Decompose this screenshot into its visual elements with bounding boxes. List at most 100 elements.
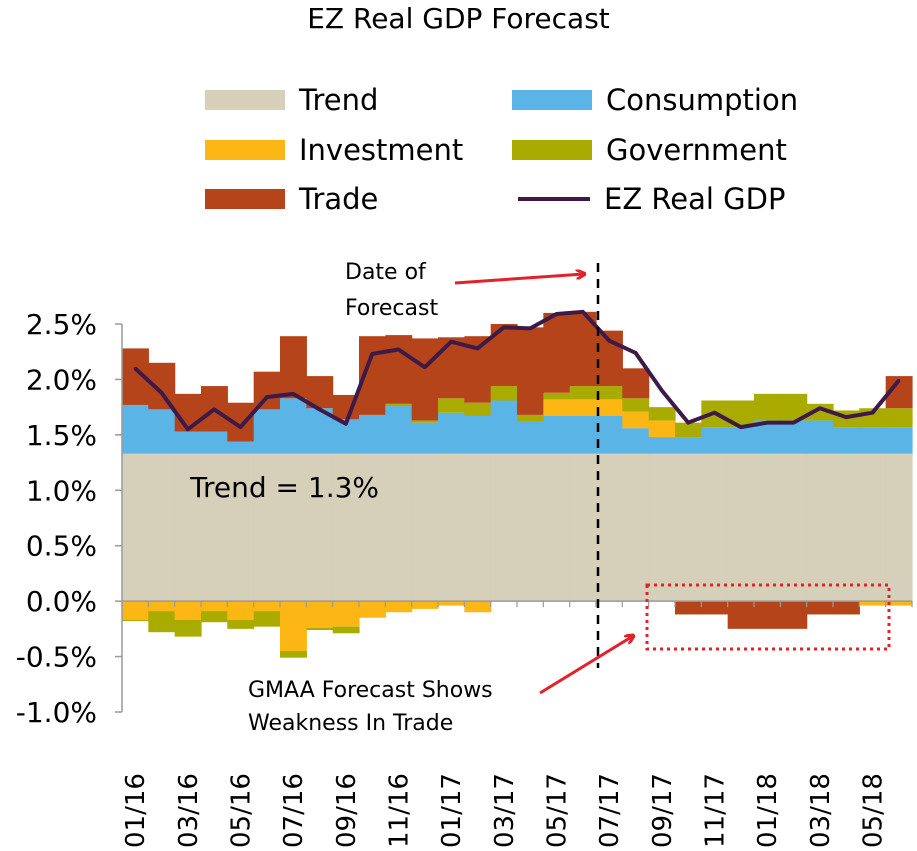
legend-item-trade: Trade — [205, 182, 378, 216]
trend-annotation: Trend = 1.3% — [189, 471, 379, 504]
gdp-point-12-16 — [423, 365, 427, 369]
x-tick-label: 11/17 — [701, 773, 731, 848]
gdp-point-03-17 — [502, 325, 506, 329]
y-tick-label: -1.0% — [16, 696, 97, 729]
bar-government-08-16 — [306, 627, 334, 630]
bar-government-01-18 — [754, 393, 781, 421]
bar-trend-12-16 — [411, 453, 439, 602]
legend-item-consumption: Consumption — [512, 83, 798, 117]
legend-label-government: Government — [606, 133, 787, 167]
bar-trade-07-16 — [280, 336, 307, 399]
y-tick-label: 0.5% — [26, 530, 97, 563]
bar-investment-06-16 — [253, 601, 281, 612]
bar-trend-02-16 — [148, 453, 176, 602]
bar-government-05-16 — [227, 619, 255, 629]
gdp-point-06-17 — [581, 310, 585, 314]
bar-consumption-11-16 — [385, 406, 413, 454]
bar-consumption-12-16 — [411, 422, 439, 454]
x-tick-label: 09/16 — [332, 773, 362, 848]
gdp-point-08-16 — [318, 407, 321, 411]
bar-trend-07-16 — [280, 453, 307, 602]
bar-trend-10-17 — [675, 453, 702, 602]
bar-government-03-17 — [490, 386, 518, 401]
date-of-forecast-annotation: Date of Forecast — [345, 260, 438, 321]
bar-investment-01-16 — [122, 601, 149, 620]
gmaa-annotation-line-1: GMAA Forecast Shows — [248, 678, 493, 703]
bar-government-06-17 — [569, 386, 597, 400]
gdp-point-07-16 — [291, 392, 295, 396]
gdp-point-09-17 — [660, 389, 664, 393]
bar-trade-11-16 — [385, 335, 413, 404]
bar-trend-11-16 — [385, 453, 413, 602]
bar-consumption-06-18 — [885, 427, 913, 454]
gdp-point-01-17 — [449, 340, 453, 344]
gdp-point-01-18 — [765, 421, 769, 425]
bar-consumption-06-16 — [253, 409, 281, 454]
bar-government-04-16 — [201, 611, 228, 623]
bar-investment-05-18 — [859, 601, 887, 606]
bar-investment-07-16 — [280, 601, 307, 652]
trade-weakness-box — [645, 583, 891, 651]
bar-trend-11-17 — [701, 453, 729, 602]
bar-investment-10-16 — [359, 601, 386, 618]
bar-government-02-17 — [464, 402, 492, 417]
bar-trend-04-17 — [517, 453, 544, 602]
bar-trade-04-18 — [833, 601, 860, 615]
gdp-point-08-17 — [634, 351, 637, 355]
bar-investment-09-16 — [332, 601, 360, 627]
bar-investment-11-16 — [385, 601, 413, 613]
bar-government-09-17 — [648, 407, 676, 421]
bar-consumption-07-17 — [596, 416, 623, 454]
bar-trend-04-18 — [833, 453, 860, 602]
bar-trade-08-17 — [622, 368, 650, 399]
gmaa-annotation-line-2: Weakness In Trade — [248, 711, 453, 736]
bar-trend-05-18 — [859, 453, 887, 602]
bar-consumption-03-18 — [806, 420, 834, 454]
bar-trade-02-18 — [780, 601, 808, 629]
bar-trade-03-18 — [806, 601, 834, 615]
bar-trade-05-17 — [543, 312, 571, 393]
bar-consumption-06-17 — [569, 416, 597, 454]
bar-trend-03-16 — [174, 453, 202, 602]
gdp-point-05-17 — [555, 312, 558, 316]
legend-item-ez-real-gdp: EZ Real GDP — [512, 182, 785, 216]
bar-trend-05-17 — [543, 453, 571, 602]
legend-swatch-consumption — [512, 90, 592, 110]
x-tick-label: 07/16 — [279, 773, 309, 848]
bar-consumption-02-18 — [780, 420, 808, 454]
gdp-point-10-16 — [370, 352, 374, 356]
bar-trend-05-16 — [227, 453, 255, 602]
bar-government-09-16 — [332, 626, 360, 634]
y-tick-label: 1.0% — [26, 474, 97, 507]
bar-consumption-02-16 — [148, 409, 176, 454]
bar-trend-09-17 — [648, 453, 676, 602]
bar-consumption-09-17 — [648, 437, 676, 454]
bar-trade-12-17 — [727, 601, 755, 629]
bar-investment-01-17 — [438, 601, 465, 606]
gdp-point-04-16 — [212, 407, 216, 411]
x-tick-label: 03/18 — [806, 773, 836, 848]
gdp-line — [133, 309, 901, 432]
bar-trade-12-16 — [411, 338, 439, 421]
bar-trend-02-17 — [464, 453, 492, 602]
bar-consumption-04-18 — [833, 427, 860, 454]
date-of-forecast-line-1: Date of — [345, 260, 427, 285]
x-tick-label: 05/17 — [543, 773, 573, 848]
bar-consumption-03-17 — [490, 400, 518, 454]
legend-swatch-government — [512, 140, 592, 160]
bar-investment-08-17 — [622, 411, 650, 429]
bar-investment-09-17 — [648, 420, 676, 438]
bar-government-06-18 — [885, 408, 913, 428]
chart-title: EZ Real GDP Forecast — [307, 2, 610, 35]
bar-consumption-04-16 — [201, 431, 228, 454]
bar-trend-07-17 — [596, 453, 623, 602]
gdp-point-03-16 — [186, 427, 190, 431]
bar-consumption-01-16 — [122, 404, 149, 454]
bar-consumption-08-17 — [622, 428, 650, 454]
bar-trade-11-17 — [701, 601, 729, 615]
bar-government-05-17 — [543, 392, 571, 400]
legend-item-investment: Investment — [205, 133, 463, 167]
bar-investment-12-16 — [411, 601, 439, 609]
bar-government-02-16 — [148, 611, 176, 633]
